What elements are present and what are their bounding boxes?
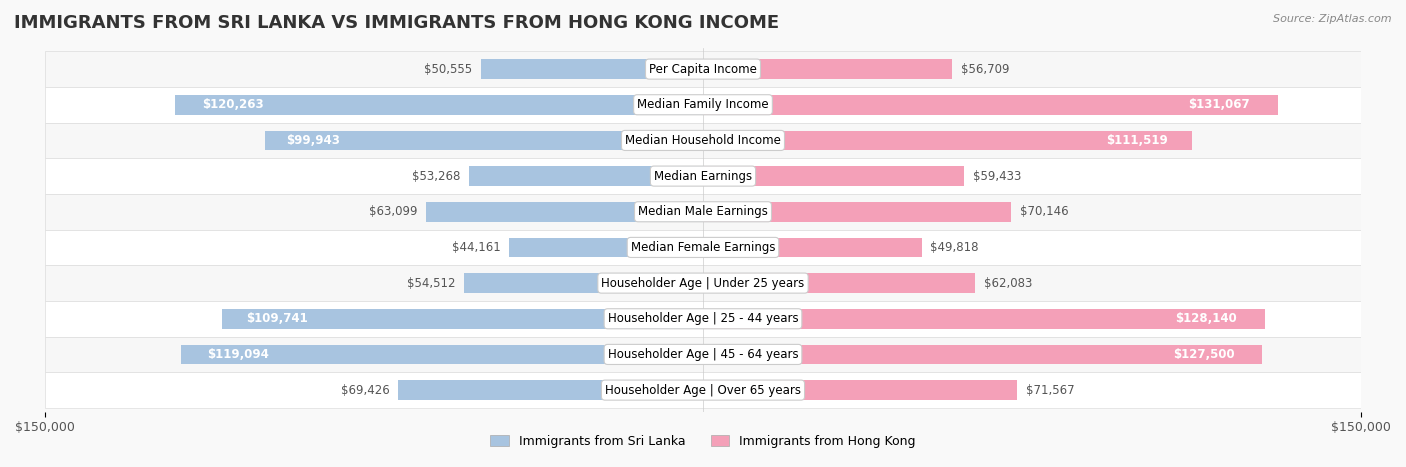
FancyBboxPatch shape: [45, 301, 1361, 337]
Text: Source: ZipAtlas.com: Source: ZipAtlas.com: [1274, 14, 1392, 24]
Text: $99,943: $99,943: [287, 134, 340, 147]
Text: Householder Age | Over 65 years: Householder Age | Over 65 years: [605, 383, 801, 396]
Text: $62,083: $62,083: [984, 276, 1032, 290]
Text: $71,567: $71,567: [1026, 383, 1074, 396]
Text: IMMIGRANTS FROM SRI LANKA VS IMMIGRANTS FROM HONG KONG INCOME: IMMIGRANTS FROM SRI LANKA VS IMMIGRANTS …: [14, 14, 779, 32]
Text: $49,818: $49,818: [931, 241, 979, 254]
FancyBboxPatch shape: [180, 345, 703, 364]
Text: $56,709: $56,709: [960, 63, 1010, 76]
Text: Median Male Earnings: Median Male Earnings: [638, 205, 768, 218]
FancyBboxPatch shape: [703, 166, 963, 186]
FancyBboxPatch shape: [45, 194, 1361, 230]
Text: $120,263: $120,263: [202, 98, 263, 111]
FancyBboxPatch shape: [703, 380, 1017, 400]
FancyBboxPatch shape: [176, 95, 703, 114]
Text: Median Family Income: Median Family Income: [637, 98, 769, 111]
Text: $63,099: $63,099: [368, 205, 418, 218]
FancyBboxPatch shape: [398, 380, 703, 400]
FancyBboxPatch shape: [703, 273, 976, 293]
Text: $54,512: $54,512: [406, 276, 456, 290]
FancyBboxPatch shape: [481, 59, 703, 79]
FancyBboxPatch shape: [470, 166, 703, 186]
FancyBboxPatch shape: [426, 202, 703, 221]
Text: $59,433: $59,433: [973, 170, 1021, 183]
Text: Householder Age | 45 - 64 years: Householder Age | 45 - 64 years: [607, 348, 799, 361]
FancyBboxPatch shape: [45, 158, 1361, 194]
Text: $70,146: $70,146: [1019, 205, 1069, 218]
FancyBboxPatch shape: [703, 309, 1265, 329]
Text: Per Capita Income: Per Capita Income: [650, 63, 756, 76]
FancyBboxPatch shape: [45, 87, 1361, 123]
Text: $53,268: $53,268: [412, 170, 461, 183]
FancyBboxPatch shape: [45, 51, 1361, 87]
Text: $69,426: $69,426: [340, 383, 389, 396]
Text: $109,741: $109,741: [246, 312, 308, 325]
Text: Householder Age | 25 - 44 years: Householder Age | 25 - 44 years: [607, 312, 799, 325]
FancyBboxPatch shape: [703, 95, 1278, 114]
Text: Median Female Earnings: Median Female Earnings: [631, 241, 775, 254]
Text: $111,519: $111,519: [1107, 134, 1168, 147]
Text: $131,067: $131,067: [1188, 98, 1250, 111]
FancyBboxPatch shape: [464, 273, 703, 293]
FancyBboxPatch shape: [45, 337, 1361, 372]
Text: $127,500: $127,500: [1173, 348, 1234, 361]
FancyBboxPatch shape: [703, 131, 1192, 150]
Text: Householder Age | Under 25 years: Householder Age | Under 25 years: [602, 276, 804, 290]
FancyBboxPatch shape: [45, 123, 1361, 158]
Text: $119,094: $119,094: [207, 348, 269, 361]
FancyBboxPatch shape: [703, 202, 1011, 221]
FancyBboxPatch shape: [703, 238, 921, 257]
FancyBboxPatch shape: [703, 345, 1263, 364]
FancyBboxPatch shape: [45, 372, 1361, 408]
FancyBboxPatch shape: [264, 131, 703, 150]
Legend: Immigrants from Sri Lanka, Immigrants from Hong Kong: Immigrants from Sri Lanka, Immigrants fr…: [485, 430, 921, 453]
Text: Median Household Income: Median Household Income: [626, 134, 780, 147]
FancyBboxPatch shape: [45, 230, 1361, 265]
FancyBboxPatch shape: [45, 265, 1361, 301]
FancyBboxPatch shape: [509, 238, 703, 257]
FancyBboxPatch shape: [703, 59, 952, 79]
Text: $44,161: $44,161: [451, 241, 501, 254]
Text: $50,555: $50,555: [425, 63, 472, 76]
Text: Median Earnings: Median Earnings: [654, 170, 752, 183]
FancyBboxPatch shape: [222, 309, 703, 329]
Text: $128,140: $128,140: [1175, 312, 1237, 325]
